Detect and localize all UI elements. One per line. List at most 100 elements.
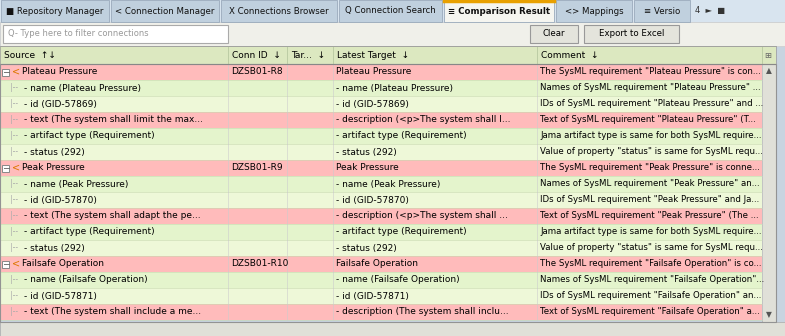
Text: - text (The system shall limit the max...: - text (The system shall limit the max..… [24,116,203,125]
Text: Plateau Pressure: Plateau Pressure [336,68,411,77]
Bar [762,46,776,64]
Bar [2,165,9,171]
Bar [2,69,9,76]
Text: DZSB01-R9: DZSB01-R9 [231,164,283,172]
Bar [0,80,762,96]
Text: - text (The system shall include a me...: - text (The system shall include a me... [24,307,201,317]
Bar [530,25,578,43]
Text: Failsafe Operation: Failsafe Operation [336,259,418,268]
Text: Export to Excel: Export to Excel [599,30,664,39]
Text: - artifact type (Requirement): - artifact type (Requirement) [24,131,155,140]
Text: The SysML requirement "Peak Pressure" is conne...: The SysML requirement "Peak Pressure" is… [540,164,760,172]
Bar [0,224,762,240]
Bar [0,46,776,322]
Bar [0,46,762,64]
Text: Value of property "status" is same for SysML requ...: Value of property "status" is same for S… [540,148,763,157]
Text: - artifact type (Requirement): - artifact type (Requirement) [336,227,466,237]
Text: ≡ Versio: ≡ Versio [644,6,680,15]
Text: - name (Failsafe Operation): - name (Failsafe Operation) [24,276,148,285]
Text: Names of SysML requirement "Failsafe Operation"...: Names of SysML requirement "Failsafe Ope… [540,276,765,285]
Text: Text of SysML requirement "Plateau Pressure" (T...: Text of SysML requirement "Plateau Press… [540,116,756,125]
Bar [584,25,679,43]
Bar [556,0,632,22]
Bar [0,96,762,112]
Text: - status (292): - status (292) [336,244,396,252]
Text: Q Connection Search: Q Connection Search [345,6,436,15]
Text: ⊞: ⊞ [764,50,771,59]
Text: |--: |-- [10,99,18,109]
Text: - name (Peak Pressure): - name (Peak Pressure) [336,179,440,188]
Text: |--: |-- [10,211,18,220]
Text: |--: |-- [10,244,18,252]
Bar [0,112,762,128]
Text: Failsafe Operation: Failsafe Operation [22,259,104,268]
Text: Peak Pressure: Peak Pressure [22,164,85,172]
Text: |--: |-- [10,227,18,237]
Text: −: − [2,164,9,172]
Bar [0,322,785,336]
Text: - artifact type (Requirement): - artifact type (Requirement) [336,131,466,140]
Bar [0,128,762,144]
Text: - name (Failsafe Operation): - name (Failsafe Operation) [336,276,460,285]
Bar [0,288,762,304]
Text: DZSB01-R8: DZSB01-R8 [231,68,283,77]
Text: ▼: ▼ [766,310,772,320]
Text: X Connections Browser: X Connections Browser [229,6,329,15]
Bar [634,0,690,22]
Bar [0,144,762,160]
Text: - status (292): - status (292) [24,148,85,157]
Bar [691,0,785,22]
Text: - description (<p>The system shall ...: - description (<p>The system shall ... [336,211,508,220]
Text: Names of SysML requirement "Peak Pressure" an...: Names of SysML requirement "Peak Pressur… [540,179,760,188]
Text: Q- Type here to filter connections: Q- Type here to filter connections [8,30,148,39]
Bar [0,272,762,288]
Bar [1,0,109,22]
Text: - status (292): - status (292) [336,148,396,157]
Text: - description (The system shall inclu...: - description (The system shall inclu... [336,307,509,317]
Text: - status (292): - status (292) [24,244,85,252]
Bar [3,25,228,43]
Bar [0,22,785,46]
Bar [0,64,776,322]
Text: - description (<p>The system shall l...: - description (<p>The system shall l... [336,116,510,125]
Text: IDs of SysML requirement "Peak Pressure" and Ja...: IDs of SysML requirement "Peak Pressure"… [540,196,759,205]
Text: Plateau Pressure: Plateau Pressure [22,68,97,77]
Text: Jama artifact type is same for both SysML require...: Jama artifact type is same for both SysM… [540,131,761,140]
Text: −: − [2,259,9,268]
Text: Clear: Clear [542,30,565,39]
Text: IDs of SysML requirement "Plateau Pressure" and ...: IDs of SysML requirement "Plateau Pressu… [540,99,763,109]
Text: <> Mappings: <> Mappings [564,6,623,15]
Bar [221,0,337,22]
Text: |--: |-- [10,84,18,92]
Text: ≡ Comparison Result: ≡ Comparison Result [448,6,550,15]
Text: - name (Peak Pressure): - name (Peak Pressure) [24,179,129,188]
Text: −: − [2,68,9,77]
Text: ■ Repository Manager: ■ Repository Manager [6,6,104,15]
Text: - text (The system shall adapt the pe...: - text (The system shall adapt the pe... [24,211,201,220]
Text: Source  ↑↓: Source ↑↓ [4,50,56,59]
Text: <: < [12,163,20,173]
Text: Value of property "status" is same for SysML requ...: Value of property "status" is same for S… [540,244,763,252]
Bar [339,0,442,22]
Text: Peak Pressure: Peak Pressure [336,164,399,172]
Bar [0,208,762,224]
Text: - id (GID-57870): - id (GID-57870) [336,196,409,205]
Text: < Connection Manager: < Connection Manager [115,6,214,15]
Bar [111,0,219,22]
Text: - artifact type (Requirement): - artifact type (Requirement) [24,227,155,237]
Text: Conn ID  ↓: Conn ID ↓ [232,50,281,59]
Bar [0,304,762,320]
Text: Latest Target  ↓: Latest Target ↓ [337,50,409,59]
Text: |--: |-- [10,131,18,140]
Text: - id (GID-57871): - id (GID-57871) [24,292,97,300]
Text: Tar...  ↓: Tar... ↓ [291,50,325,59]
Bar [0,176,762,192]
Text: |--: |-- [10,292,18,300]
Text: DZSB01-R10: DZSB01-R10 [231,259,288,268]
Text: Jama artifact type is same for both SysML require...: Jama artifact type is same for both SysM… [540,227,761,237]
Text: Names of SysML requirement "Plateau Pressure" ...: Names of SysML requirement "Plateau Pres… [540,84,761,92]
Bar [444,0,554,22]
Bar [0,0,785,22]
Text: Text of SysML requirement "Failsafe Operation" a...: Text of SysML requirement "Failsafe Oper… [540,307,760,317]
Text: <: < [12,259,20,269]
